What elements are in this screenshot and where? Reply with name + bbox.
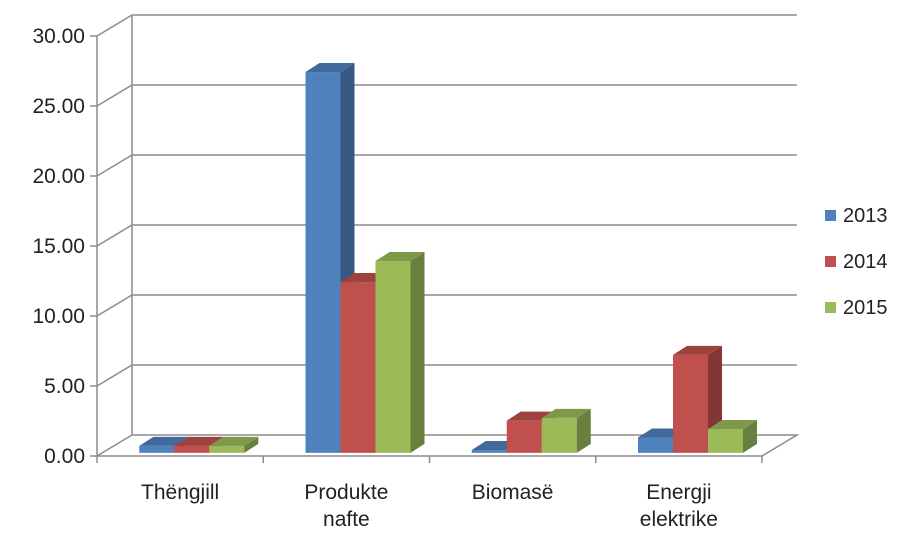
bar-top: [673, 345, 722, 355]
bar-front: [638, 437, 673, 453]
bar-2015: [375, 252, 425, 453]
legend-swatch: [825, 302, 836, 313]
bar-front: [506, 420, 542, 453]
bar-side: [244, 436, 259, 453]
y-tick-label: 10.00: [32, 305, 85, 328]
bar-front: [471, 450, 507, 453]
x-axis: Thëngjill Produkte nafte Biomasë Energji elek…: [96, 456, 763, 531]
y-tick-label: 30.00: [32, 25, 85, 48]
bar-2015: [708, 420, 757, 453]
gridline: [96, 84, 797, 107]
legend: 2013 2014 2015: [825, 205, 888, 319]
bar-side: [576, 408, 591, 453]
gridline: [96, 14, 797, 37]
legend-label: 2015: [843, 297, 888, 319]
x-tick-label: Energji elektrike: [640, 481, 718, 531]
gridlines: [96, 14, 797, 387]
bar-top: [305, 63, 355, 73]
bar-top: [209, 436, 259, 446]
legend-label: 2013: [843, 205, 888, 227]
legend-swatch: [825, 210, 836, 221]
gridline: [96, 294, 797, 317]
bar-front: [305, 72, 341, 453]
bar-top: [174, 436, 224, 446]
bar-side: [743, 420, 757, 453]
x-tick-label: Biomasë: [472, 481, 554, 504]
bar-front: [139, 445, 175, 453]
y-tick-label: 25.00: [32, 95, 85, 118]
gridline: [96, 224, 797, 247]
bar-2015: [209, 436, 259, 453]
y-tick-label: 20.00: [32, 165, 85, 188]
bar-top: [541, 408, 591, 418]
legend-swatch: [825, 256, 836, 267]
bar-front: [708, 429, 743, 453]
y-tick-label: 0.00: [44, 445, 85, 468]
x-tick-label: Produkte nafte: [304, 481, 388, 531]
bar-front: [340, 282, 376, 453]
bar-top: [708, 420, 757, 430]
chart-floor: [94, 434, 800, 457]
bars: [139, 63, 757, 453]
bar-2015: [541, 408, 591, 453]
y-tick-label: 5.00: [44, 375, 85, 398]
bar-side: [410, 252, 425, 453]
legend-label: 2014: [843, 251, 888, 273]
bar-top: [375, 252, 425, 262]
bar-front: [541, 417, 577, 453]
bar-front: [174, 445, 210, 453]
gridline: [96, 364, 797, 387]
bar-front: [375, 261, 411, 453]
bar-front: [673, 354, 708, 453]
y-axis: 0.00 5.00 10.00 15.00 20.00 25.00 30.00: [32, 25, 97, 468]
gridline: [96, 154, 797, 177]
x-tick-label: Thëngjill: [141, 481, 219, 504]
y-tick-label: 15.00: [32, 235, 85, 258]
bar-top: [139, 436, 189, 446]
bar-front: [209, 445, 245, 453]
